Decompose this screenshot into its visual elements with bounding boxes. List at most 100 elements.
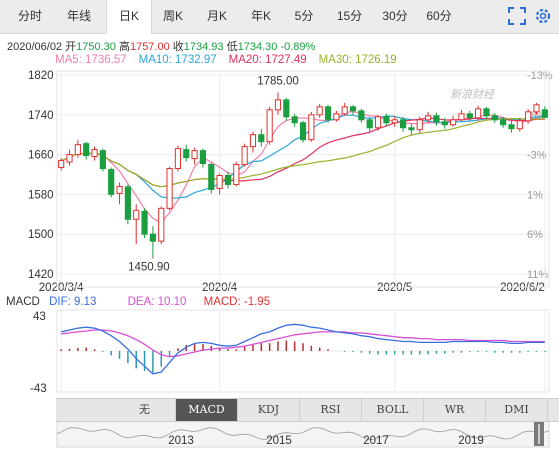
quote-date: 2020/06/02 [7, 41, 63, 53]
candle-body [174, 148, 182, 170]
open-label: 开 [65, 41, 77, 53]
x-tick-label: 2020/3/4 [39, 282, 84, 294]
indicator-tab-0[interactable]: 无 [114, 399, 176, 421]
candle-body [508, 124, 515, 130]
indicator-tab-1[interactable]: MACD [176, 399, 238, 421]
candle-body [133, 209, 140, 220]
tab-6[interactable]: 5分 [294, 9, 314, 23]
candle-body [116, 185, 123, 194]
dif-line [61, 323, 545, 375]
tab-8[interactable]: 30分 [382, 9, 408, 23]
indicator-tab-6[interactable]: DMI [486, 399, 548, 421]
tab-1[interactable]: 年线 [66, 9, 91, 23]
indicator-tab-bar: 无 MACD KDJ RSI BOLL WR DMI [56, 398, 559, 422]
candle-body [433, 115, 440, 123]
indicator-tab-2[interactable]: KDJ [238, 399, 300, 421]
candle-body [458, 113, 465, 121]
candle-body [216, 174, 223, 189]
candle-body [274, 99, 282, 111]
candle-body [183, 149, 190, 159]
candle-body [308, 114, 315, 141]
high-annotation: 1785.00 [257, 75, 299, 87]
y-tick-label: 1740 [28, 110, 54, 122]
low-value: 1734.30 [237, 41, 278, 53]
candle-body [66, 154, 73, 163]
tab-3[interactable]: 周K [162, 9, 183, 23]
macd-tick-label: 43 [33, 311, 46, 323]
candle-body [441, 121, 448, 126]
candle-body [541, 109, 548, 118]
candle-body [283, 99, 290, 118]
candle-body [233, 164, 240, 185]
macd-title: MACD [6, 296, 40, 308]
y-tick-pct-label: 1% [527, 189, 543, 201]
candle-body [208, 164, 215, 190]
y-tick-pct-label: 6% [527, 229, 543, 241]
dif-value: DIF: 9.13 [49, 296, 97, 308]
high-label: 高 [118, 41, 130, 53]
x-tick-label: 2020/4 [202, 282, 238, 294]
tab-7[interactable]: 15分 [336, 9, 363, 23]
candle-body [158, 207, 165, 242]
tab-5[interactable]: 年K [250, 9, 271, 23]
watermark-logo: 新浪财经 [450, 88, 495, 101]
candle-body [349, 106, 357, 112]
macd-tick-label: -43 [30, 383, 47, 395]
candle-body [83, 143, 90, 157]
candle-body [99, 150, 106, 170]
candle-body [491, 115, 498, 121]
candle-body [374, 116, 382, 129]
candle-body [108, 169, 115, 195]
candle-body [408, 127, 415, 131]
navigator-handle-grip [538, 424, 540, 444]
candle-body [224, 174, 232, 185]
tab-0[interactable]: 分时 [17, 9, 42, 23]
candle-body [258, 134, 265, 143]
candle-body [424, 115, 432, 121]
indicator-tab-5[interactable]: WR [424, 399, 486, 421]
low-annotation: 1450.90 [128, 262, 170, 274]
candle-body [316, 106, 323, 116]
indicator-tab-4[interactable]: BOLL [362, 399, 424, 421]
candle-body [249, 134, 257, 148]
quote-info: 2020/06/02 开1750.30 高1757.00 收1734.93 低1… [7, 38, 315, 54]
tab-2[interactable]: 日K [106, 0, 152, 34]
tab-9[interactable]: 60分 [426, 9, 452, 23]
ma-legend-item: MA10: 1732.97 [138, 54, 217, 66]
candle-body [516, 120, 523, 130]
candle-body [358, 110, 365, 121]
candle-body [341, 106, 348, 115]
x-tick-label: 2020/5 [377, 282, 412, 294]
indicator-tab-3[interactable]: RSI [300, 399, 362, 421]
plot-frame [56, 70, 550, 288]
candle-body [533, 104, 540, 113]
ma-legend-item: MA30: 1726.19 [318, 54, 397, 66]
candle-body [58, 160, 65, 169]
high-value: 1757.00 [129, 41, 170, 53]
candle-body [466, 113, 473, 119]
candle-body [483, 108, 490, 117]
open-value: 1750.30 [76, 41, 116, 53]
candle-body [149, 233, 156, 242]
candle-body [266, 109, 273, 143]
navigator-frame [56, 420, 550, 448]
candle-body [91, 149, 98, 158]
macd-legend: MACD DIF: 9.13 DEA: 10.10 MACD: -1.95 [6, 296, 270, 308]
candle-body [166, 168, 173, 209]
candle-body [191, 150, 198, 160]
dea-line [61, 329, 545, 358]
period-tab-bar: 分时 年线 日K 周K 月K 年K 5分 15分 30分 60分 [0, 0, 559, 34]
y-tick-label: 1580 [28, 189, 54, 201]
candle-body [141, 210, 148, 235]
x-tick-label: 2020/6/2 [500, 282, 545, 294]
candle-body [291, 116, 298, 124]
candle-body [416, 119, 423, 131]
candle-body [333, 113, 340, 121]
tab-4[interactable]: 月K [206, 9, 227, 23]
ma30-line [60, 117, 545, 188]
settings-icon[interactable] [534, 7, 552, 25]
fullscreen-icon[interactable] [508, 7, 526, 25]
close-label: 收 [172, 41, 184, 53]
candle-body [74, 144, 81, 156]
